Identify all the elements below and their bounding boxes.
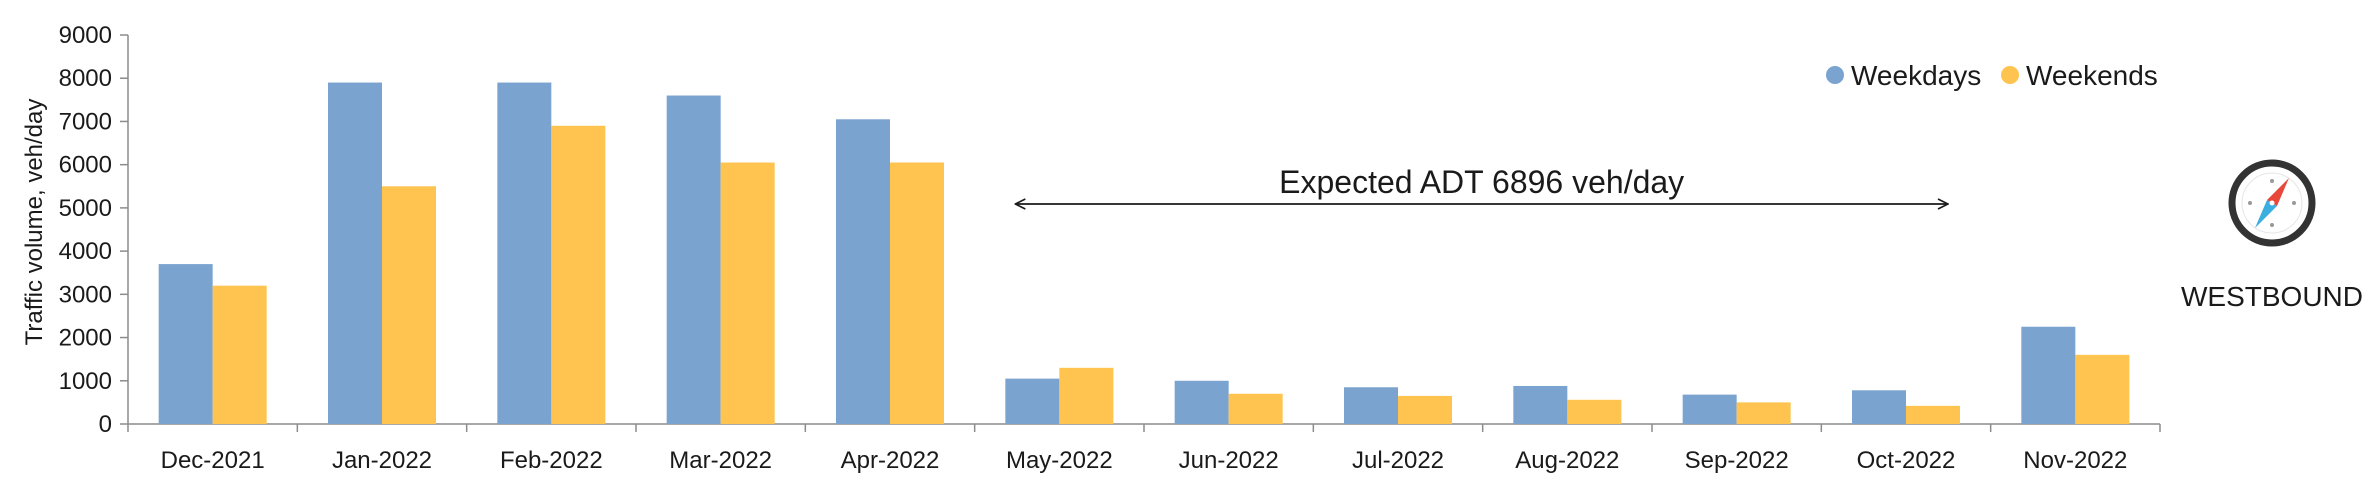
bar-weekends-mar-2022 <box>720 162 775 424</box>
y-tick-label: 1000 <box>59 368 112 395</box>
y-tick-label: 9000 <box>59 22 112 49</box>
bar-weekdays-jan-2022 <box>328 82 382 425</box>
x-tick-label: Nov-2022 <box>2023 447 2127 474</box>
legend-marker-weekdays <box>1826 66 1844 84</box>
x-tick-label: Aug-2022 <box>1515 447 1619 474</box>
bar-weekends-may-2022 <box>1059 367 1114 424</box>
x-tick-label: Oct-2022 <box>1857 447 1956 474</box>
y-tick-label: 4000 <box>59 238 112 265</box>
y-tick-label: 2000 <box>59 325 112 352</box>
x-tick-label: Jan-2022 <box>332 447 432 474</box>
y-tick-label: 3000 <box>59 281 112 308</box>
x-tick-label: Dec-2021 <box>161 447 265 474</box>
bar-weekends-jun-2022 <box>1228 393 1283 424</box>
bar-weekends-feb-2022 <box>551 125 606 425</box>
y-axis-label: Traffic volume, veh/day <box>21 99 48 346</box>
y-axis-label-group: Traffic volume, veh/day <box>21 99 48 346</box>
y-tick-label: 5000 <box>59 195 112 222</box>
bar-weekends-sep-2022 <box>1736 402 1791 424</box>
bar-weekends-dec-2021 <box>212 285 267 424</box>
expected-adt-annotation: Expected ADT 6896 veh/day <box>1015 164 1948 204</box>
bar-weekdays-sep-2022 <box>1682 394 1737 424</box>
bar-weekdays-may-2022 <box>1005 378 1060 424</box>
bar-weekends-nov-2022 <box>2075 354 2130 424</box>
compass-icon <box>2228 159 2316 247</box>
x-tick-label: May-2022 <box>1006 447 1113 474</box>
y-tick-label: 8000 <box>59 65 112 92</box>
x-tick-label: Jun-2022 <box>1179 447 1279 474</box>
bar-weekdays-dec-2021 <box>158 264 213 424</box>
expected-adt-label: Expected ADT 6896 veh/day <box>1279 164 1684 200</box>
legend-marker-weekends <box>2001 66 2019 84</box>
y-tick-label: 0 <box>99 411 112 438</box>
legend: Weekdays Weekends <box>1826 60 2158 91</box>
bar-weekends-aug-2022 <box>1567 399 1622 424</box>
x-tick-label: Sep-2022 <box>1685 447 1789 474</box>
legend-label-weekends: Weekends <box>2026 60 2158 91</box>
bar-weekdays-jun-2022 <box>1174 380 1229 424</box>
x-tick-label: Apr-2022 <box>841 447 940 474</box>
plot-area <box>127 35 2160 425</box>
x-tick-label: Mar-2022 <box>669 447 772 474</box>
bar-weekdays-mar-2022 <box>666 95 721 424</box>
bar-weekends-apr-2022 <box>890 162 944 424</box>
bar-weekdays-feb-2022 <box>497 82 552 425</box>
bar-weekends-jul-2022 <box>1398 395 1452 424</box>
bar-weekends-oct-2022 <box>1906 405 1960 424</box>
bar-weekends-jan-2022 <box>382 186 436 424</box>
x-ticks: Dec-2021 Jan-2022 Feb-2022 Mar-2022 Apr-2022… <box>127 424 2161 474</box>
legend-label-weekdays: Weekdays <box>1851 60 1981 91</box>
bar-weekdays-oct-2022 <box>1852 390 1906 424</box>
y-tick-label: 6000 <box>59 152 112 179</box>
y-tick-label: 7000 <box>59 108 112 135</box>
bar-weekdays-jul-2022 <box>1344 387 1398 424</box>
direction-indicator: WESTBOUND <box>2181 159 2363 312</box>
bar-weekdays-apr-2022 <box>836 119 890 425</box>
direction-label: WESTBOUND <box>2181 281 2363 312</box>
bar-weekdays-aug-2022 <box>1513 385 1568 424</box>
x-tick-label: Feb-2022 <box>500 447 603 474</box>
x-tick-label: Jul-2022 <box>1352 447 1444 474</box>
bar-weekdays-nov-2022 <box>2021 326 2076 424</box>
y-ticks: 0 1000 2000 3000 4000 5000 6000 7000 8000 9000 <box>59 22 128 438</box>
